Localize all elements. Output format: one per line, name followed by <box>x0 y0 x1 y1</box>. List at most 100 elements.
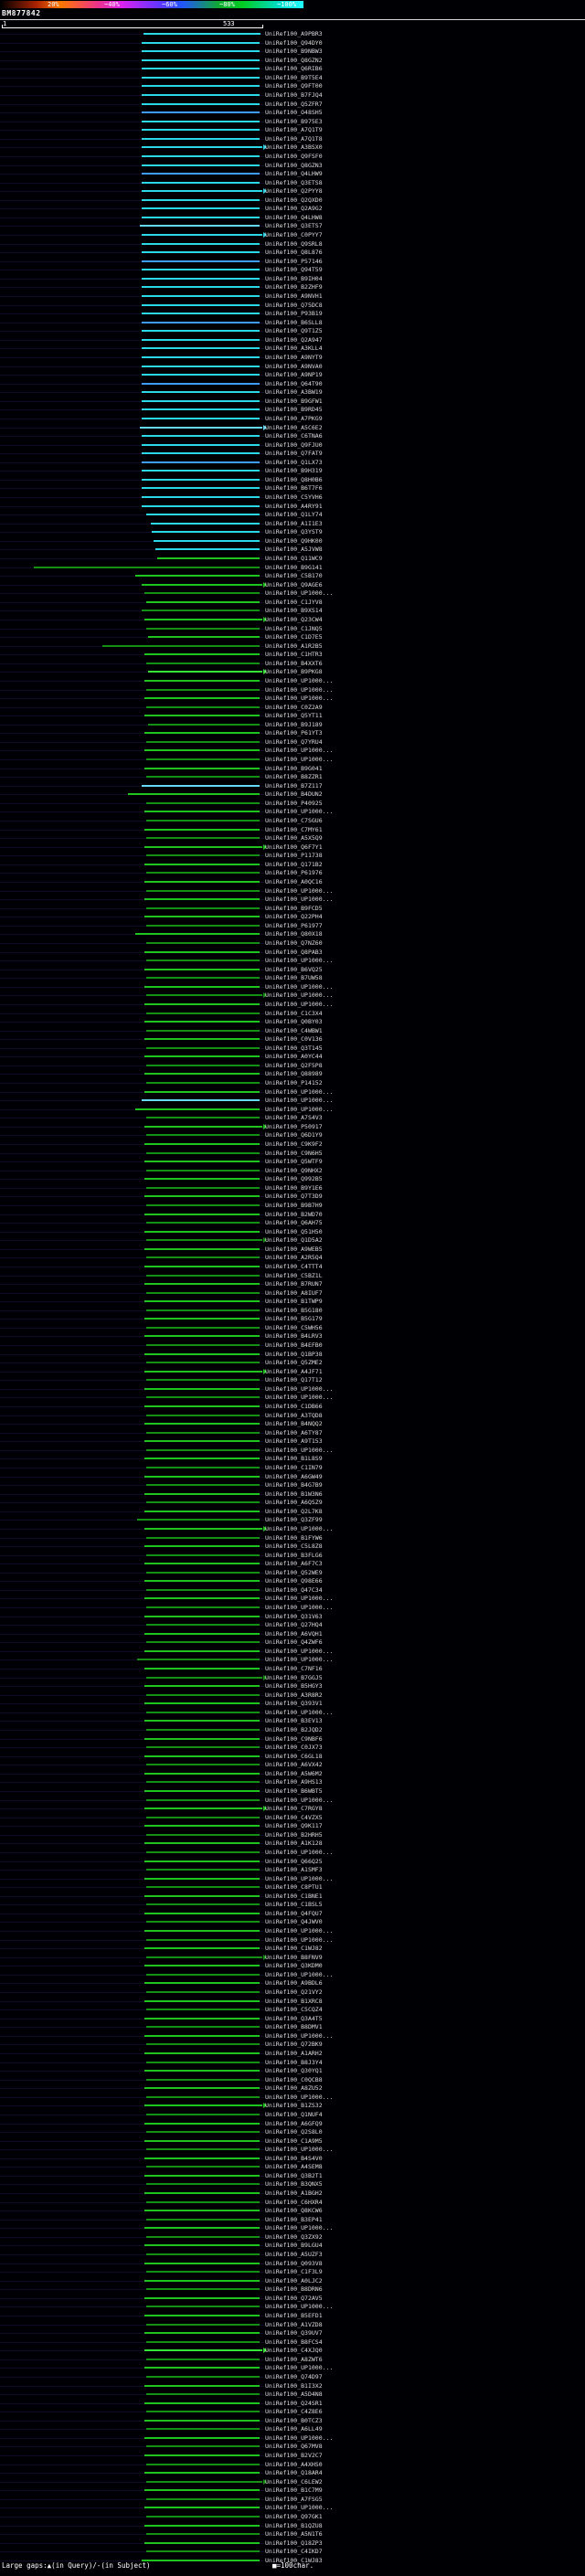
hit-label[interactable]: UniRef100_B9XS14 <box>265 607 323 615</box>
hit-label[interactable]: UniRef100_UP1000... <box>265 1656 334 1664</box>
alignment-segment[interactable] <box>144 2244 260 2247</box>
hit-label[interactable]: UniRef100_Q3YST9 <box>265 528 323 536</box>
hit-label[interactable]: UniRef100_B9T5E4 <box>265 73 323 81</box>
hit-label[interactable]: UniRef100_C4Z8E6 <box>265 2408 323 2416</box>
hit-label[interactable]: UniRef100_Q3B2T1 <box>265 2171 323 2179</box>
hit-label[interactable]: UniRef100_Q88989 <box>265 1070 323 1078</box>
hit-label[interactable]: UniRef100_B7RUN7 <box>265 1280 323 1288</box>
hit-label[interactable]: UniRef100_C1IN79 <box>265 1463 323 1471</box>
hit-label[interactable]: UniRef100_C0V136 <box>265 1035 323 1044</box>
hit-label[interactable]: UniRef100_B1ZS32 <box>265 2102 323 2110</box>
alignment-segment[interactable] <box>33 566 260 568</box>
hit-label[interactable]: UniRef100_Q9FJU0 <box>265 440 323 449</box>
hit-label[interactable]: UniRef100_Q0BY03 <box>265 1018 323 1026</box>
alignment-segment[interactable] <box>144 1265 260 1267</box>
hit-label[interactable]: UniRef100_A6GFQ9 <box>265 2119 323 2127</box>
hit-label[interactable]: UniRef100_C9K9F2 <box>265 1140 323 1148</box>
alignment-segment[interactable] <box>146 1536 260 1539</box>
alignment-segment[interactable] <box>144 1283 260 1286</box>
alignment-segment[interactable] <box>146 1169 260 1171</box>
hit-label[interactable]: UniRef100_Q3ZX92 <box>265 2232 323 2241</box>
hit-label[interactable]: UniRef100_B9GFW1 <box>265 397 323 405</box>
alignment-segment[interactable] <box>146 2009 260 2011</box>
alignment-segment[interactable] <box>150 522 260 525</box>
hit-label[interactable]: UniRef100_Q9NHX2 <box>265 1166 323 1174</box>
hit-label[interactable]: UniRef100_Q171B2 <box>265 860 323 868</box>
hit-label[interactable]: UniRef100_A1BGH2 <box>265 2189 323 2198</box>
hit-label[interactable]: UniRef100_B2JQD2 <box>265 1725 323 1733</box>
alignment-segment[interactable] <box>142 146 262 149</box>
alignment-segment[interactable] <box>146 2306 260 2308</box>
hit-label[interactable]: UniRef100_UP1000... <box>265 957 334 965</box>
hit-label[interactable]: UniRef100_C5WH56 <box>265 1323 323 1331</box>
alignment-segment[interactable] <box>146 1239 262 1242</box>
alignment-segment[interactable] <box>146 2533 260 2536</box>
alignment-segment[interactable] <box>146 627 260 630</box>
hit-label[interactable]: UniRef100_Q8GZN3 <box>265 161 323 169</box>
alignment-segment[interactable] <box>144 2279 260 2282</box>
alignment-segment[interactable] <box>142 234 262 237</box>
alignment-segment[interactable] <box>142 504 260 507</box>
alignment-segment[interactable] <box>146 854 260 857</box>
hit-label[interactable]: UniRef100_C7NF16 <box>265 1665 323 1673</box>
alignment-segment[interactable] <box>142 487 260 490</box>
hit-label[interactable]: UniRef100_UP1000... <box>265 756 334 764</box>
hit-label[interactable]: UniRef100_B9NBW3 <box>265 48 323 56</box>
alignment-segment[interactable] <box>144 845 262 848</box>
alignment-segment[interactable] <box>146 1956 262 1958</box>
alignment-segment[interactable] <box>144 1842 260 1845</box>
alignment-segment[interactable] <box>142 452 260 455</box>
hit-label[interactable]: UniRef100_Q1NUF4 <box>265 2110 323 2118</box>
hit-label[interactable]: UniRef100_Q75DC8 <box>265 301 323 309</box>
hit-label[interactable]: UniRef100_UP1000... <box>265 1097 334 1105</box>
alignment-segment[interactable] <box>142 154 260 157</box>
hit-label[interactable]: UniRef100_UP1000... <box>265 1796 334 1804</box>
hit-label[interactable]: UniRef100_Q3ETS8 <box>265 178 323 186</box>
hit-label[interactable]: UniRef100_A9NYT9 <box>265 353 323 361</box>
hit-label[interactable]: UniRef100_Q1BP38 <box>265 1350 323 1358</box>
hit-label[interactable]: UniRef100_Q74D97 <box>265 2372 323 2380</box>
alignment-segment[interactable] <box>146 1484 260 1487</box>
alignment-segment[interactable] <box>146 977 260 980</box>
alignment-segment[interactable] <box>146 2200 260 2203</box>
alignment-segment[interactable] <box>146 820 260 822</box>
alignment-segment[interactable] <box>146 1641 260 1644</box>
hit-label[interactable]: UniRef100_B3FLG6 <box>265 1551 323 1559</box>
alignment-segment[interactable] <box>144 1335 260 1338</box>
alignment-segment[interactable] <box>144 968 260 970</box>
hit-label[interactable]: UniRef100_A0YC44 <box>265 1053 323 1061</box>
hit-label[interactable]: UniRef100_Q3ETS7 <box>265 222 323 230</box>
hit-label[interactable]: UniRef100_UP1000... <box>265 1384 334 1393</box>
alignment-segment[interactable] <box>146 2148 260 2151</box>
hit-label[interactable]: UniRef100_A8IUF7 <box>265 1288 323 1297</box>
alignment-segment[interactable] <box>144 2384 260 2387</box>
hit-label[interactable]: UniRef100_P57146 <box>265 257 323 265</box>
hit-label[interactable]: UniRef100_Q18AR4 <box>265 2469 323 2477</box>
hit-label[interactable]: UniRef100_B0TCZ3 <box>265 2416 323 2424</box>
alignment-segment[interactable] <box>144 592 260 595</box>
alignment-segment[interactable] <box>144 2210 260 2212</box>
hit-label[interactable]: UniRef100_C5BZ1L <box>265 1271 323 1279</box>
alignment-segment[interactable] <box>146 1676 262 1679</box>
alignment-segment[interactable] <box>146 705 260 708</box>
alignment-segment[interactable] <box>146 2516 260 2518</box>
alignment-segment[interactable] <box>146 1466 260 1468</box>
hit-label[interactable]: UniRef100_UP1000... <box>265 589 334 598</box>
hit-label[interactable]: UniRef100_C0JX73 <box>265 1744 323 1752</box>
alignment-segment[interactable] <box>144 1772 260 1775</box>
hit-label[interactable]: UniRef100_UP1000... <box>265 1935 334 1944</box>
alignment-segment[interactable] <box>146 1151 260 1154</box>
hit-label[interactable]: UniRef100_B2HRH5 <box>265 1830 323 1839</box>
hit-label[interactable]: UniRef100_B8J3Y4 <box>265 2058 323 2066</box>
hit-label[interactable]: UniRef100_C6GL18 <box>265 1752 323 1760</box>
hit-label[interactable]: UniRef100_C1WJ82 <box>265 1945 323 1953</box>
hit-label[interactable]: UniRef100_A9HS13 <box>265 1778 323 1786</box>
alignment-segment[interactable] <box>144 2296 260 2299</box>
alignment-segment[interactable] <box>144 898 260 901</box>
alignment-segment[interactable] <box>144 1789 260 1792</box>
alignment-segment[interactable] <box>144 1143 260 1145</box>
alignment-segment[interactable] <box>146 906 260 909</box>
hit-label[interactable]: UniRef100_B9LGU4 <box>265 2242 323 2250</box>
alignment-segment[interactable] <box>144 2332 260 2335</box>
hit-label[interactable]: UniRef100_A4RY91 <box>265 502 323 510</box>
